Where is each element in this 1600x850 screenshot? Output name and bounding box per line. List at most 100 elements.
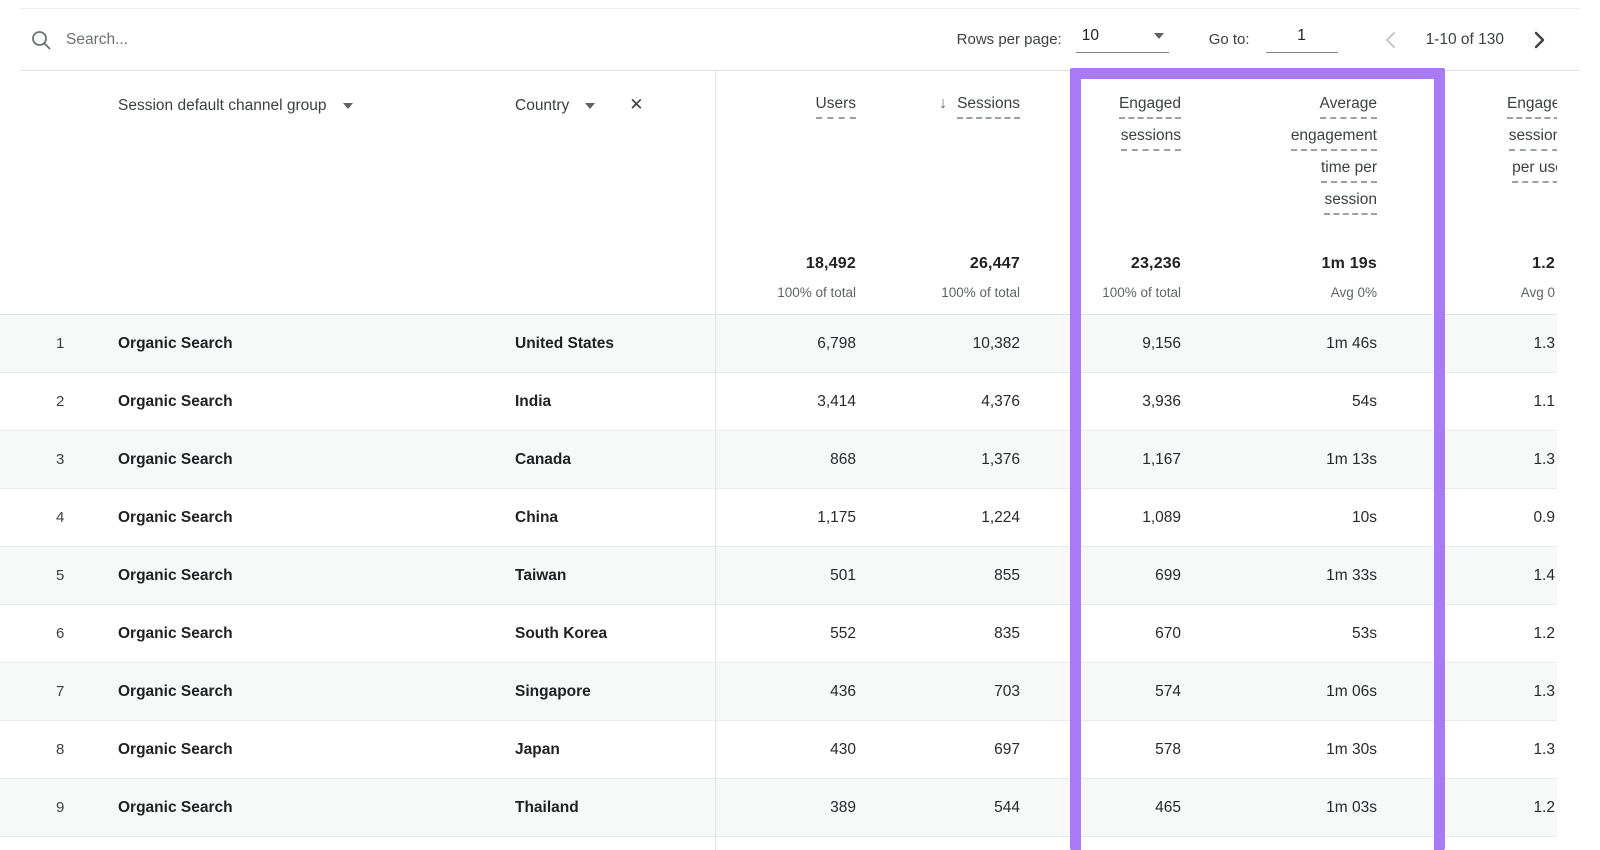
engaged-per-user-header-line: sessions	[1509, 127, 1557, 151]
country-cell: South Korea	[495, 625, 715, 643]
row-index: 5	[0, 567, 95, 584]
avg-engagement-header-line: Average	[1320, 95, 1377, 119]
engaged-per-user-cell: 0.9	[1397, 509, 1557, 527]
table-row: 8 Organic Search Japan 430 697 578 1m 30…	[0, 721, 1557, 779]
channel-cell: Organic Search	[95, 393, 495, 411]
engaged-per-user-header-line: per user	[1512, 159, 1557, 183]
channel-cell: Organic Search	[95, 335, 495, 353]
sessions-cell: 1,224	[876, 509, 1040, 527]
country-cell: United States	[495, 335, 715, 353]
engaged-sessions-cell: 465	[1040, 799, 1201, 817]
engaged-sessions-cell: 9,156	[1040, 335, 1201, 353]
avg-engagement-header-line: time per	[1321, 159, 1377, 183]
users-cell: 501	[715, 567, 876, 585]
row-index: 9	[0, 799, 95, 816]
column-header-engaged-sessions-per-user[interactable]: Engaged sessions per user 1.2 Avg 0	[1397, 71, 1557, 314]
engaged-per-user-cell: 1.2	[1397, 799, 1557, 817]
channel-cell: Organic Search	[95, 451, 495, 469]
users-cell: 3,414	[715, 393, 876, 411]
table-row: 1 Organic Search United States 6,798 10,…	[0, 315, 1557, 373]
sessions-cell: 697	[876, 741, 1040, 759]
chevron-down-icon	[585, 103, 595, 109]
sessions-cell: 1,376	[876, 451, 1040, 469]
engaged-sessions-cell: 578	[1040, 741, 1201, 759]
channel-cell: Organic Search	[95, 509, 495, 527]
chevron-down-icon	[343, 103, 353, 109]
country-cell: India	[495, 393, 715, 411]
column-header-users[interactable]: Users 18,492 100% of total	[715, 71, 876, 314]
pagination-range: 1-10 of 130	[1426, 31, 1504, 49]
column-header-engaged-sessions[interactable]: Engaged sessions 23,236 100% of total	[1040, 71, 1201, 314]
table-row: 7 Organic Search Singapore 436 703 574 1…	[0, 663, 1557, 721]
engaged-sessions-header-line: Engaged	[1119, 95, 1181, 119]
sessions-header-label: Sessions	[957, 95, 1020, 119]
rows-per-page-select[interactable]: 10	[1076, 27, 1169, 53]
engaged-per-user-cell: 1.2	[1397, 625, 1557, 643]
row-index: 6	[0, 625, 95, 642]
avg-engagement-time-cell: 1m 33s	[1201, 567, 1397, 585]
column-header-sessions[interactable]: ↓Sessions 26,447 100% of total	[876, 71, 1040, 314]
avg-engagement-time-cell: 54s	[1201, 393, 1397, 411]
table-header: Session default channel group Country ✕ …	[0, 71, 1557, 315]
engaged-per-user-total: 1.2	[1521, 255, 1555, 273]
pager: 1-10 of 130	[1382, 29, 1548, 51]
channel-cell: Organic Search	[95, 799, 495, 817]
remove-dimension-icon[interactable]: ✕	[629, 95, 643, 115]
table-row: 3 Organic Search Canada 868 1,376 1,167 …	[0, 431, 1557, 489]
channel-cell: Organic Search	[95, 683, 495, 701]
engaged-per-user-cell: 1.3	[1397, 451, 1557, 469]
engaged-per-user-cell: 1.4	[1397, 567, 1557, 585]
sessions-total: 26,447	[941, 255, 1020, 273]
go-to-label: Go to:	[1209, 31, 1250, 48]
sessions-cell: 10,382	[876, 335, 1040, 353]
column-header-channel-group[interactable]: Session default channel group	[95, 71, 495, 314]
engaged-sessions-header-line: sessions	[1121, 127, 1181, 151]
users-total-sub: 100% of total	[777, 285, 856, 300]
engaged-sessions-total-sub: 100% of total	[1102, 285, 1181, 300]
corner-spacer	[0, 71, 95, 314]
table-viewport: Session default channel group Country ✕ …	[0, 71, 1557, 850]
engaged-sessions-cell: 3,936	[1040, 393, 1201, 411]
data-table: Session default channel group Country ✕ …	[0, 71, 1557, 837]
channel-cell: Organic Search	[95, 567, 495, 585]
avg-engagement-header-line: session	[1324, 191, 1377, 215]
table-row: 9 Organic Search Thailand 389 544 465 1m…	[0, 779, 1557, 837]
go-to-page-input[interactable]: 1	[1266, 27, 1338, 53]
users-cell: 868	[715, 451, 876, 469]
users-cell: 436	[715, 683, 876, 701]
engaged-sessions-total: 23,236	[1102, 255, 1181, 273]
sort-descending-icon: ↓	[939, 95, 947, 112]
table-row: 6 Organic Search South Korea 552 835 670…	[0, 605, 1557, 663]
search-placeholder: Search...	[66, 31, 128, 49]
users-cell: 389	[715, 799, 876, 817]
avg-engagement-time-cell: 1m 30s	[1201, 741, 1397, 759]
engaged-per-user-cell: 1.1	[1397, 393, 1557, 411]
country-cell: Japan	[495, 741, 715, 759]
next-page-button[interactable]	[1530, 29, 1548, 51]
country-header-label: Country	[515, 97, 569, 115]
users-cell: 6,798	[715, 335, 876, 353]
sessions-cell: 855	[876, 567, 1040, 585]
row-index: 2	[0, 393, 95, 410]
channel-group-header-label: Session default channel group	[118, 97, 327, 115]
sessions-cell: 835	[876, 625, 1040, 643]
search-input[interactable]: Search...	[0, 29, 957, 51]
engaged-sessions-cell: 699	[1040, 567, 1201, 585]
avg-engagement-total-sub: Avg 0%	[1322, 285, 1377, 300]
rows-per-page-value: 10	[1082, 27, 1099, 45]
rows-per-page-label: Rows per page:	[957, 31, 1062, 48]
avg-engagement-header-line: engagement	[1291, 127, 1377, 151]
table-toolbar: Search... Rows per page: 10 Go to: 1 1-1…	[0, 9, 1600, 70]
column-header-avg-engagement-time[interactable]: Average engagement time per session 1m 1…	[1201, 71, 1397, 314]
engaged-per-user-total-sub: Avg 0	[1521, 285, 1555, 300]
search-icon	[30, 29, 52, 51]
engaged-sessions-cell: 1,167	[1040, 451, 1201, 469]
engaged-per-user-cell: 1.3	[1397, 741, 1557, 759]
sessions-cell: 703	[876, 683, 1040, 701]
chevron-down-icon	[1154, 33, 1164, 39]
engaged-per-user-cell: 1.3	[1397, 335, 1557, 353]
column-header-country[interactable]: Country ✕	[495, 71, 715, 314]
country-cell: Singapore	[495, 683, 715, 701]
previous-page-button[interactable]	[1382, 29, 1400, 51]
dimension-metric-divider	[715, 70, 716, 850]
